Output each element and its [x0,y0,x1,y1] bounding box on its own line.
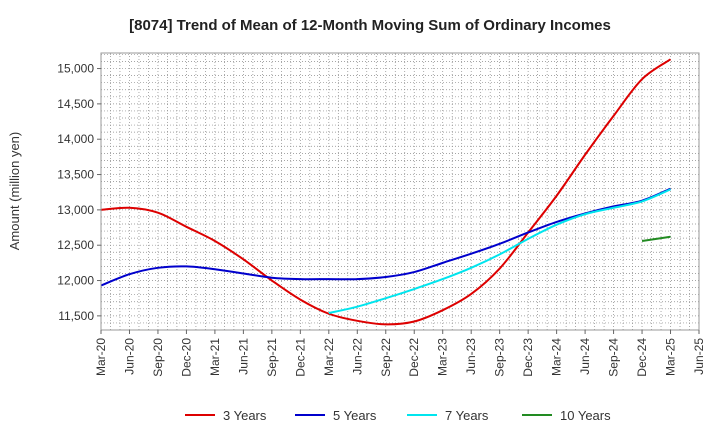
plot-area [101,53,699,330]
x-tick-label: Jun-23 [464,338,478,375]
y-tick-label: 13,500 [57,168,94,182]
y-tick-label: 11,500 [58,309,94,323]
chart-title: [8074] Trend of Mean of 12-Month Moving … [129,17,611,34]
y-tick-label: 14,500 [57,97,94,111]
x-tick-label: Dec-20 [179,338,193,377]
series-line-5-years [100,187,671,287]
plot-frame [100,52,700,331]
y-tick-label: 15,000 [57,62,94,76]
y-tick-label: 12,500 [57,238,94,252]
x-tick-label: Sep-24 [607,338,621,377]
x-tick-label: Mar-24 [550,338,564,376]
x-tick-label: Dec-23 [521,338,535,377]
x-tick-label: Jun-20 [122,338,136,375]
legend: 3 Years 5 Years 7 Years 10 Years [185,408,611,423]
y-ticks: 11,500 12,000 12,500 13,000 13,500 14,000 14,5… [57,62,101,323]
series-line-3-years [100,58,672,326]
x-tick-label: Jun-25 [692,338,706,375]
x-tick-label: Sep-20 [151,338,165,377]
x-tick-label: Mar-25 [664,338,678,376]
series-group [100,58,672,326]
y-tick-label: 13,000 [57,203,94,217]
y-tick-label: 14,000 [57,132,94,146]
series-line-7-years [328,188,671,315]
x-tick-label: Mar-23 [436,338,450,376]
x-tick-label: Sep-23 [493,338,507,377]
x-tick-label: Mar-22 [322,338,336,376]
y-axis-label: Amount (million yen) [7,132,22,251]
x-tick-label: Sep-21 [265,338,279,377]
x-tick-label: Jun-24 [578,338,592,375]
legend-label-3-years: 3 Years [223,408,267,423]
legend-label-7-years: 7 Years [445,408,489,423]
x-tick-label: Dec-22 [407,338,421,377]
grid [100,53,700,330]
x-tick-label: Mar-20 [94,338,108,376]
y-tick-label: 12,000 [57,274,94,288]
x-tick-label: Jun-21 [236,338,250,375]
legend-label-5-years: 5 Years [333,408,377,423]
x-tick-label: Jun-22 [350,338,364,375]
x-tick-label: Dec-24 [635,338,649,377]
x-tick-label: Mar-21 [208,338,222,376]
x-tick-label: Sep-22 [379,338,393,377]
x-tick-label: Dec-21 [293,338,307,377]
legend-label-10-years: 10 Years [560,408,611,423]
series-line-10-years [641,235,671,242]
x-ticks: Mar-20 Jun-20 Sep-20 Dec-20 Mar-21 Jun-21 Sep-… [94,330,706,377]
